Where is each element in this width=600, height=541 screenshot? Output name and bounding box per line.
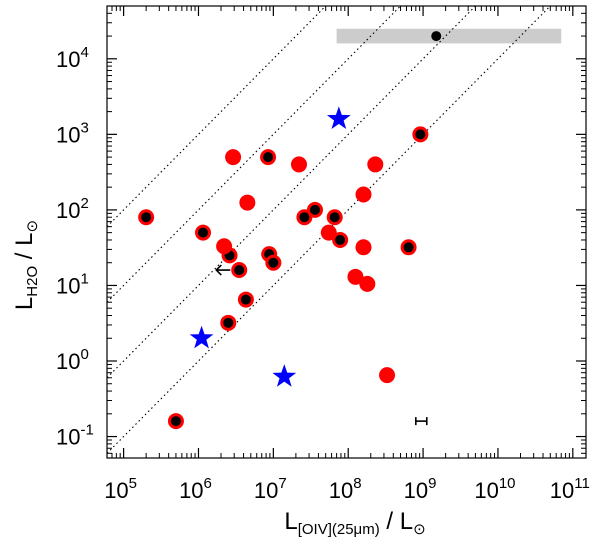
data-point-s2-6 xyxy=(355,186,372,203)
y-axis-title-tail: / L xyxy=(11,233,38,266)
reference-line-1 xyxy=(107,6,327,228)
data-points xyxy=(138,31,442,430)
x-axis-title-main: L xyxy=(284,508,297,535)
x-tick-label-6: 1010 xyxy=(474,475,515,503)
data-point-s1-1-center xyxy=(141,212,152,223)
data-point-s1-7-center xyxy=(263,152,274,163)
data-point-s1-9-center xyxy=(268,257,279,268)
x-tick-label-1: 105 xyxy=(104,475,137,503)
data-point-s1-10-center xyxy=(299,212,310,223)
data-point-s1-11-center xyxy=(309,204,320,215)
y-axis-title: LH2O / L⊙ xyxy=(11,220,41,310)
data-point-s4-2 xyxy=(189,325,214,349)
data-point-s2-10 xyxy=(359,275,376,292)
y-tick-label-1: 10-1 xyxy=(56,422,94,450)
data-point-s1-16-center xyxy=(170,416,181,427)
data-point-s2-4 xyxy=(290,156,307,173)
data-point-s2-8 xyxy=(355,239,372,256)
x-axis-sun-symbol: ⊙ xyxy=(413,521,426,538)
plot-background xyxy=(107,6,586,458)
grey-band xyxy=(336,28,562,44)
reference-line-3 xyxy=(107,6,477,379)
data-point-s2-9 xyxy=(347,268,364,285)
data-point-s1-12-center xyxy=(329,212,340,223)
y-tick-label-5: 103 xyxy=(56,119,89,147)
y-axis-ticks: 10-1 100 101 102 103 104 xyxy=(56,12,586,454)
data-point-s1-5-center xyxy=(240,294,251,305)
reference-line-2 xyxy=(107,6,402,303)
x-axis-title-sub: [OIV](25μm) xyxy=(298,521,380,538)
y-tick-label-3: 101 xyxy=(56,270,89,298)
y-axis-sun-symbol: ⊙ xyxy=(24,220,41,233)
data-point-s2-2 xyxy=(216,238,233,255)
data-point-s2-7 xyxy=(367,156,384,173)
plot-frame xyxy=(106,5,587,459)
x-tick-label-4: 108 xyxy=(329,475,362,503)
y-axis-title-sub: H2O xyxy=(24,266,41,297)
data-point-s2-1 xyxy=(225,149,242,166)
data-point-s2-5 xyxy=(320,224,337,241)
y-tick-label-6: 104 xyxy=(56,44,89,72)
data-point-s1-2-center xyxy=(198,227,209,238)
x-tick-label-5: 109 xyxy=(404,475,437,503)
y-tick-label-2: 100 xyxy=(56,346,89,374)
axes-frame xyxy=(106,5,587,459)
data-point-s4-1 xyxy=(326,106,351,130)
data-point-s1-4-center xyxy=(234,265,245,276)
reference-line-4 xyxy=(107,6,552,454)
data-point-s1-14-center xyxy=(403,242,414,253)
plot-area xyxy=(107,6,586,458)
x-axis-title: L[OIV](25μm) / L⊙ xyxy=(284,508,425,538)
data-point-s1-6-center xyxy=(223,317,234,328)
upper-limit-arrow xyxy=(215,264,231,276)
reference-lines xyxy=(107,6,552,454)
x-tick-label-7: 1011 xyxy=(550,475,590,503)
y-axis-title-main: L xyxy=(11,297,38,310)
data-point-s1-13-center xyxy=(335,234,346,245)
x-axis-ticks: 105 106 107 108 109 1010 1011 xyxy=(104,6,590,503)
data-point-s1-15-center xyxy=(415,129,426,140)
x-axis-title-tail: / L xyxy=(380,508,413,535)
data-point-s4-3 xyxy=(272,364,297,387)
band-layer xyxy=(336,28,562,44)
x-tick-label-2: 106 xyxy=(179,475,212,503)
data-point-s2-11 xyxy=(379,367,396,384)
data-point-s2-3 xyxy=(239,194,256,211)
x-tick-label-3: 107 xyxy=(254,475,287,503)
y-tick-label-4: 102 xyxy=(56,195,89,223)
data-point-s3-1 xyxy=(431,31,442,42)
